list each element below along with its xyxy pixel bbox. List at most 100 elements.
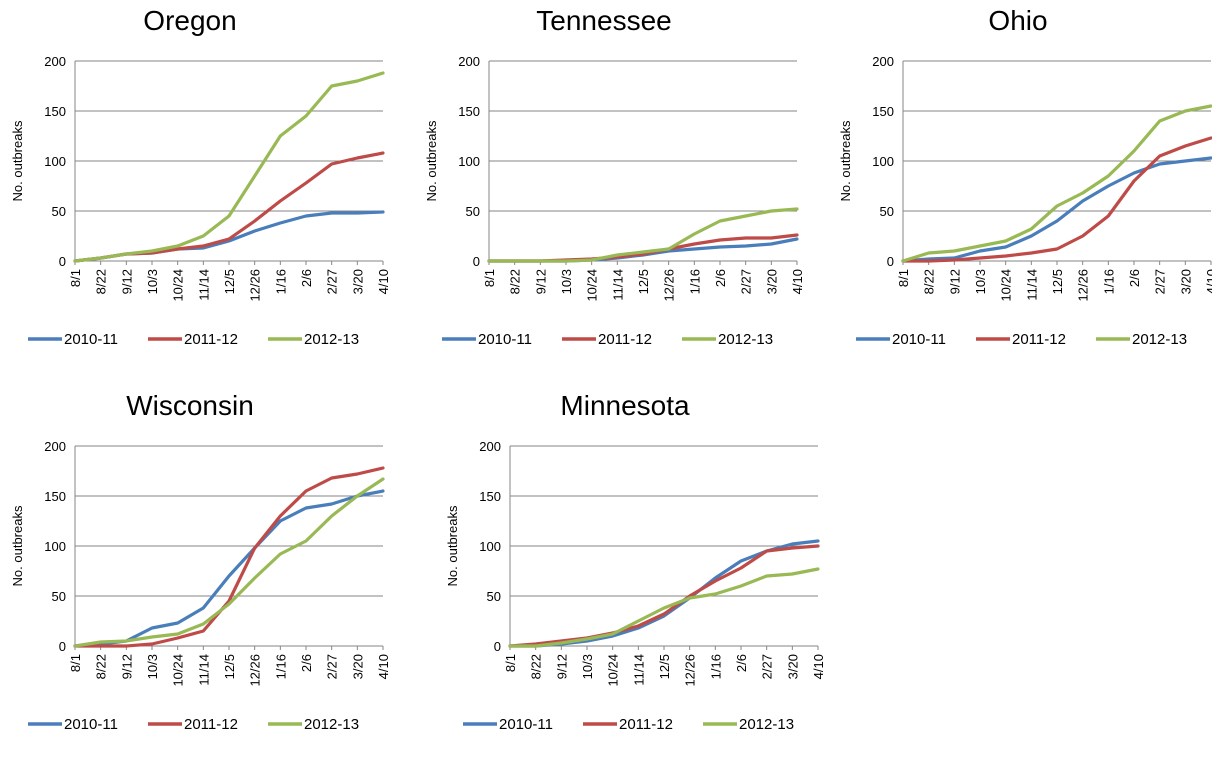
- y-tick-label: 150: [872, 104, 894, 119]
- x-tick-label: 10/24: [999, 269, 1014, 302]
- chart-svg-ohio: Ohio No. outbreaks 0 50 100 150 200 8/1 8/22 9/12…: [838, 5, 1212, 348]
- chart-title: Ohio: [988, 5, 1047, 36]
- x-tick-label: 12/26: [683, 654, 698, 687]
- legend-label: 2012-13: [1132, 331, 1187, 348]
- x-tick-label: 3/20: [350, 654, 365, 679]
- x-tick-label: 1/16: [1101, 269, 1116, 294]
- x-tick-label: 12/5: [222, 269, 237, 294]
- y-tick-label: 100: [458, 154, 480, 169]
- series-line-2012-13: [73, 71, 385, 263]
- y-tick-label: 50: [466, 204, 480, 219]
- x-tick-label: 2/6: [734, 654, 749, 672]
- chart-panel-tennessee: Tennessee No. outbreaks 0 50 100 150 200 8/1 8/2…: [414, 0, 805, 372]
- x-tick-label: 10/3: [559, 269, 574, 294]
- x-tick-label: 4/10: [376, 269, 391, 294]
- x-tick-label: 12/26: [662, 269, 677, 302]
- y-tick-label: 150: [44, 104, 66, 119]
- x-tick-label: 11/14: [631, 654, 646, 686]
- legend-label: 2011-12: [598, 331, 652, 348]
- series-line-2010-11: [73, 489, 385, 648]
- x-tick-label: 10/24: [606, 654, 621, 687]
- legend-label: 2012-13: [739, 716, 794, 733]
- series-line-2010-11: [901, 156, 1212, 263]
- y-tick-label: 0: [887, 254, 894, 269]
- x-tick-label: 3/20: [350, 269, 365, 294]
- x-tick-label: 10/3: [145, 654, 160, 679]
- x-tick-label: 12/5: [657, 654, 672, 679]
- x-tick-label: 3/20: [785, 654, 800, 679]
- x-tick-label: 8/22: [922, 269, 937, 294]
- series-line-2010-11: [487, 237, 799, 263]
- legend-label: 2010-11: [478, 331, 532, 348]
- chart-panel-oregon: Oregon No. outbreaks 0 50 100 150 200 8/1 8/22 9/…: [0, 0, 391, 372]
- y-tick-label: 100: [44, 539, 66, 554]
- x-tick-label: 2/6: [299, 269, 314, 287]
- x-tick-label: 8/1: [68, 269, 83, 287]
- x-tick-label: 1/16: [273, 269, 288, 294]
- legend-label: 2010-11: [499, 716, 553, 733]
- chart-title: Oregon: [143, 5, 236, 36]
- y-tick-label: 50: [52, 589, 66, 604]
- y-tick-label: 200: [44, 54, 66, 69]
- x-tick-label: 4/10: [1204, 269, 1212, 294]
- x-tick-label: 2/27: [760, 654, 775, 679]
- series-line-2012-13: [508, 567, 820, 648]
- chart-svg-wisconsin: Wisconsin No. outbreaks 0 50 100 150 200 8/1 8/2…: [10, 390, 391, 733]
- x-tick-label: 9/12: [119, 269, 134, 294]
- x-tick-label: 2/27: [325, 654, 340, 679]
- x-tick-label: 10/3: [973, 269, 988, 294]
- x-tick-label: 2/6: [713, 269, 728, 287]
- x-tick-label: 8/1: [503, 654, 518, 672]
- x-tick-label: 4/10: [790, 269, 805, 294]
- series-line-2011-12: [73, 151, 385, 263]
- x-tick-label: 8/22: [508, 269, 523, 294]
- y-tick-label: 100: [479, 539, 501, 554]
- x-tick-label: 4/10: [376, 654, 391, 679]
- legend-label: 2011-12: [184, 716, 238, 733]
- y-tick-label: 150: [458, 104, 480, 119]
- x-tick-label: 12/26: [1076, 269, 1091, 302]
- legend-label: 2012-13: [304, 331, 359, 348]
- legend-label: 2011-12: [1012, 331, 1066, 348]
- x-tick-label: 11/14: [196, 269, 211, 301]
- y-tick-label: 100: [872, 154, 894, 169]
- x-tick-label: 2/27: [739, 269, 754, 294]
- x-tick-label: 1/16: [687, 269, 702, 294]
- chart-svg-oregon: Oregon No. outbreaks 0 50 100 150 200 8/1 8/22 9/…: [10, 5, 391, 348]
- y-tick-label: 0: [59, 639, 66, 654]
- chart-svg-tennessee: Tennessee No. outbreaks 0 50 100 150 200 8/1 8/2…: [424, 5, 805, 348]
- chart-svg-minnesota: Minnesota No. outbreaks 0 50 100 150 200 8/1 8/2…: [445, 390, 826, 733]
- chart-title: Wisconsin: [126, 390, 254, 421]
- y-axis-label: No. outbreaks: [10, 120, 25, 201]
- chart-title: Tennessee: [536, 5, 671, 36]
- chart-title: Minnesota: [560, 390, 690, 421]
- legend-label: 2010-11: [892, 331, 946, 348]
- legend-label: 2010-11: [64, 331, 118, 348]
- y-tick-label: 200: [479, 439, 501, 454]
- x-tick-label: 3/20: [764, 269, 779, 294]
- series-line-2011-12: [73, 466, 385, 648]
- y-tick-label: 50: [487, 589, 501, 604]
- legend-label: 2011-12: [184, 331, 238, 348]
- y-tick-label: 200: [458, 54, 480, 69]
- x-tick-label: 11/14: [1024, 269, 1039, 301]
- y-tick-label: 100: [44, 154, 66, 169]
- chart-panel-wisconsin: Wisconsin No. outbreaks 0 50 100 150 200 8/1 8/2…: [0, 385, 391, 757]
- y-tick-label: 0: [494, 639, 501, 654]
- y-axis-label: No. outbreaks: [10, 505, 25, 586]
- series-line-2012-13: [73, 477, 385, 648]
- y-tick-label: 150: [44, 489, 66, 504]
- y-tick-label: 50: [52, 204, 66, 219]
- x-tick-label: 8/1: [68, 654, 83, 672]
- x-tick-label: 8/1: [482, 269, 497, 287]
- series-line-2011-12: [508, 544, 820, 648]
- series-line-2011-12: [487, 233, 799, 263]
- x-tick-label: 12/26: [248, 654, 263, 687]
- x-tick-label: 2/27: [1153, 269, 1168, 294]
- x-tick-label: 2/27: [325, 269, 340, 294]
- x-tick-label: 12/26: [248, 269, 263, 302]
- x-tick-label: 4/10: [811, 654, 826, 679]
- chart-panel-ohio: Ohio No. outbreaks 0 50 100 150 200 8/1 8/22 9/12…: [828, 0, 1212, 372]
- y-tick-label: 150: [479, 489, 501, 504]
- x-tick-label: 12/5: [1050, 269, 1065, 294]
